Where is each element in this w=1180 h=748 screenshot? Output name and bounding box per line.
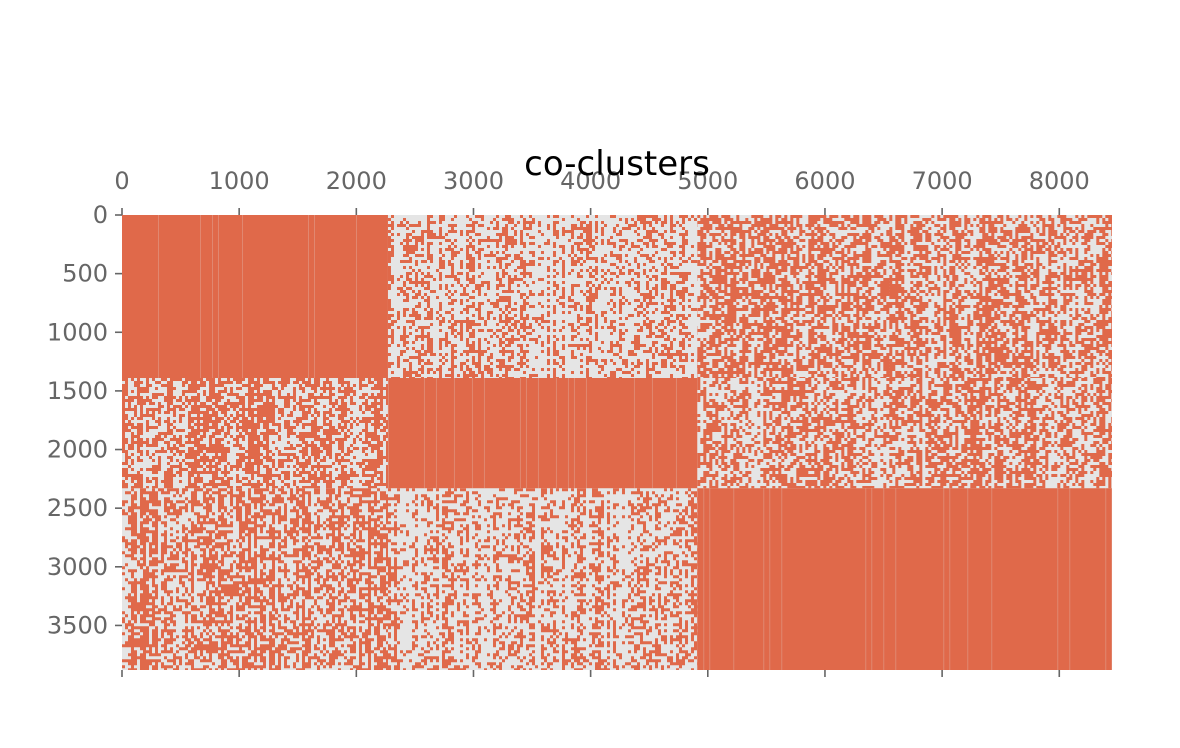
x-tick-label: 4000 xyxy=(560,167,621,195)
heatmap-blocks xyxy=(122,215,1113,670)
y-axis: 0 500 1000 1500 2000 2500 3000 3500 xyxy=(47,201,122,639)
x-tick-label: 6000 xyxy=(794,167,855,195)
heatmap-block-6 xyxy=(122,488,388,670)
y-tick-label: 2000 xyxy=(47,436,108,464)
y-tick-label: 1000 xyxy=(47,318,108,346)
heatmap-block-8 xyxy=(697,488,1113,670)
y-tick-label: 3000 xyxy=(47,553,108,581)
x-axis-bottom xyxy=(121,670,1061,677)
heatmap-block-5 xyxy=(697,378,1112,489)
x-tick-label: 0 xyxy=(114,167,129,195)
y-tick-label: 3500 xyxy=(47,611,108,639)
heatmap-block-3 xyxy=(122,378,388,489)
heatmap-block-0 xyxy=(122,215,388,379)
heatmap-block-1 xyxy=(388,215,698,378)
heatmap-block-4 xyxy=(387,378,698,489)
x-tick-label: 3000 xyxy=(443,167,504,195)
x-axis-top: 0 1000 2000 3000 4000 5000 6000 7000 8000 xyxy=(114,167,1090,215)
x-tick-label: 8000 xyxy=(1029,167,1090,195)
y-tick-label: 1500 xyxy=(47,377,108,405)
x-tick-label: 5000 xyxy=(677,167,738,195)
x-tick-label: 2000 xyxy=(326,167,387,195)
x-tick-label: 1000 xyxy=(209,167,270,195)
heatmap-block-2 xyxy=(697,215,1112,378)
y-tick-label: 0 xyxy=(93,201,108,229)
heatmap-block-7 xyxy=(388,488,698,670)
y-tick-label: 2500 xyxy=(47,494,108,522)
x-tick-label: 7000 xyxy=(912,167,973,195)
y-tick-label: 500 xyxy=(62,260,108,288)
chart-title: co-clusters xyxy=(524,144,710,184)
